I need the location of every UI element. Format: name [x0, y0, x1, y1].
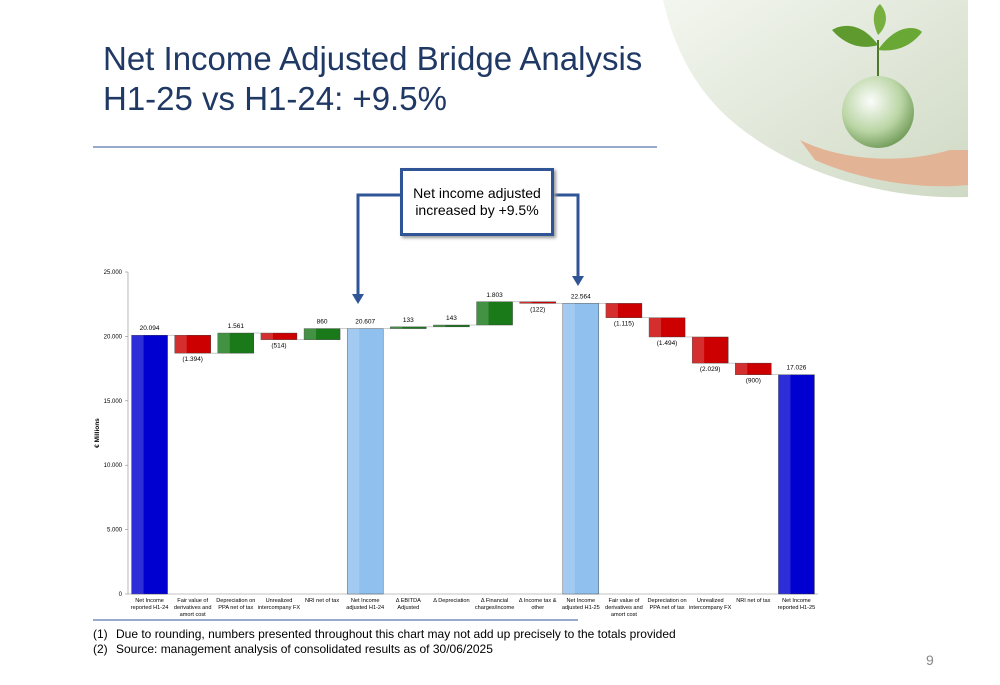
leaf: [878, 27, 922, 51]
footnote-number: (1): [93, 627, 108, 641]
delta-bar: [303, 328, 341, 340]
x-tick-label: Δ EBITDA Adjusted: [395, 598, 421, 611]
total-bar: [346, 328, 384, 595]
delta-bar: [605, 303, 643, 318]
bar-shade: [519, 301, 532, 304]
y-tick-label: 25.000: [104, 270, 123, 276]
value-label: 20.094: [140, 325, 160, 332]
delta-bar: [735, 362, 772, 375]
bar-shade: [649, 317, 662, 337]
value-label: (1.394): [182, 356, 203, 363]
delta-bar: [519, 301, 556, 304]
value-label: 1.803: [486, 292, 503, 299]
value-label: (514): [271, 343, 286, 350]
callout: Net income adjusted increased by +9.5%: [400, 168, 554, 236]
total-bar: [562, 303, 600, 595]
value-label: 17.026: [786, 365, 806, 372]
footnote-number: (2): [93, 642, 108, 656]
x-tick-label: Depreciation on PPA net of tax: [216, 598, 256, 611]
delta-bar: [174, 334, 211, 354]
y-tick-label: 15.000: [104, 399, 123, 405]
x-tick-label: Unrealized intercompany FX: [689, 598, 732, 611]
x-tick-label: NRI net of tax: [304, 598, 340, 604]
bar-shade: [131, 335, 144, 594]
x-tick-label: Fair value of derivatives and amort cost: [605, 598, 643, 618]
bar-shade: [778, 374, 791, 594]
x-tick-label: Net Income adjusted H1-25: [561, 598, 600, 611]
footnote: (1) Due to rounding, numbers presented th…: [93, 627, 676, 641]
bar-shade: [433, 325, 446, 327]
bar-shade: [390, 326, 403, 329]
globe: [842, 76, 914, 148]
y-axis-label: € Millions: [94, 418, 101, 448]
bar-shade: [692, 336, 705, 364]
value-label: 1.561: [228, 323, 245, 330]
y-tick-label: 10.000: [104, 463, 123, 469]
page-number: 9: [926, 652, 934, 668]
x-tick-label: Δ Financial charges/income: [474, 598, 515, 611]
value-label: (900): [746, 378, 761, 385]
delta-bar: [648, 317, 686, 338]
subtitle: H1-25 vs H1-24: +9.5%: [103, 80, 447, 117]
x-tick-label: Depreciation on PPA net of tax: [647, 598, 687, 611]
value-label: (1.494): [657, 340, 678, 347]
y-tick-label: 0: [119, 592, 123, 598]
x-tick-label: Fair value of derivatives and amort cost: [173, 598, 212, 618]
bar-shade: [735, 363, 748, 375]
bar-shade: [476, 301, 489, 326]
leaf: [832, 25, 878, 47]
x-tick-label: Net Income reported H1-24: [130, 598, 169, 611]
leaf: [873, 4, 886, 35]
arrow-head: [352, 294, 364, 304]
value-label: (2.029): [700, 366, 721, 373]
value-label: 20.607: [355, 319, 375, 326]
bar-shade: [347, 328, 360, 594]
bar-shade: [304, 328, 317, 340]
footnote-text: Due to rounding, numbers presented throu…: [116, 627, 676, 641]
value-label: 143: [446, 315, 457, 322]
hand: [800, 140, 968, 187]
footnote-text: Source: management analysis of consolida…: [116, 642, 493, 656]
bar-shade: [174, 335, 187, 354]
bar-shade: [605, 303, 618, 318]
value-label: (1.115): [614, 321, 634, 328]
x-tick-label: Unrealized intercompany FX: [257, 598, 301, 611]
x-tick-label: Net Income reported H1-25: [777, 598, 816, 611]
bar-shade: [217, 333, 230, 354]
x-tick-label: NRI net of tax: [736, 598, 771, 604]
title: Net Income Adjusted Bridge Analysis: [103, 40, 643, 77]
value-label: 133: [403, 317, 414, 324]
value-label: 22.564: [571, 293, 591, 300]
footnote: (2) Source: management analysis of consol…: [93, 642, 493, 656]
delta-bar: [260, 332, 298, 340]
x-tick-label: Net Income adjusted H1-24: [346, 598, 385, 611]
delta-bar: [476, 301, 513, 326]
value-label: 860: [317, 319, 328, 326]
delta-bar: [390, 326, 427, 329]
arrow-head: [572, 276, 584, 286]
delta-bar: [691, 336, 729, 364]
y-tick-label: 5.000: [107, 528, 123, 534]
callout-arrow: [548, 193, 580, 278]
total-bar: [778, 374, 815, 595]
x-tick-label: Δ Income tax & other: [518, 598, 557, 611]
y-tick-label: 20.000: [104, 334, 123, 340]
x-tick-label: Δ Depreciation: [433, 598, 470, 604]
delta-bar: [433, 324, 470, 328]
bar-shade: [260, 333, 273, 340]
value-label: (122): [530, 306, 545, 313]
delta-bar: [217, 332, 255, 354]
bar-shade: [562, 303, 575, 594]
total-bar: [131, 334, 168, 595]
callout-arrow: [356, 193, 400, 296]
